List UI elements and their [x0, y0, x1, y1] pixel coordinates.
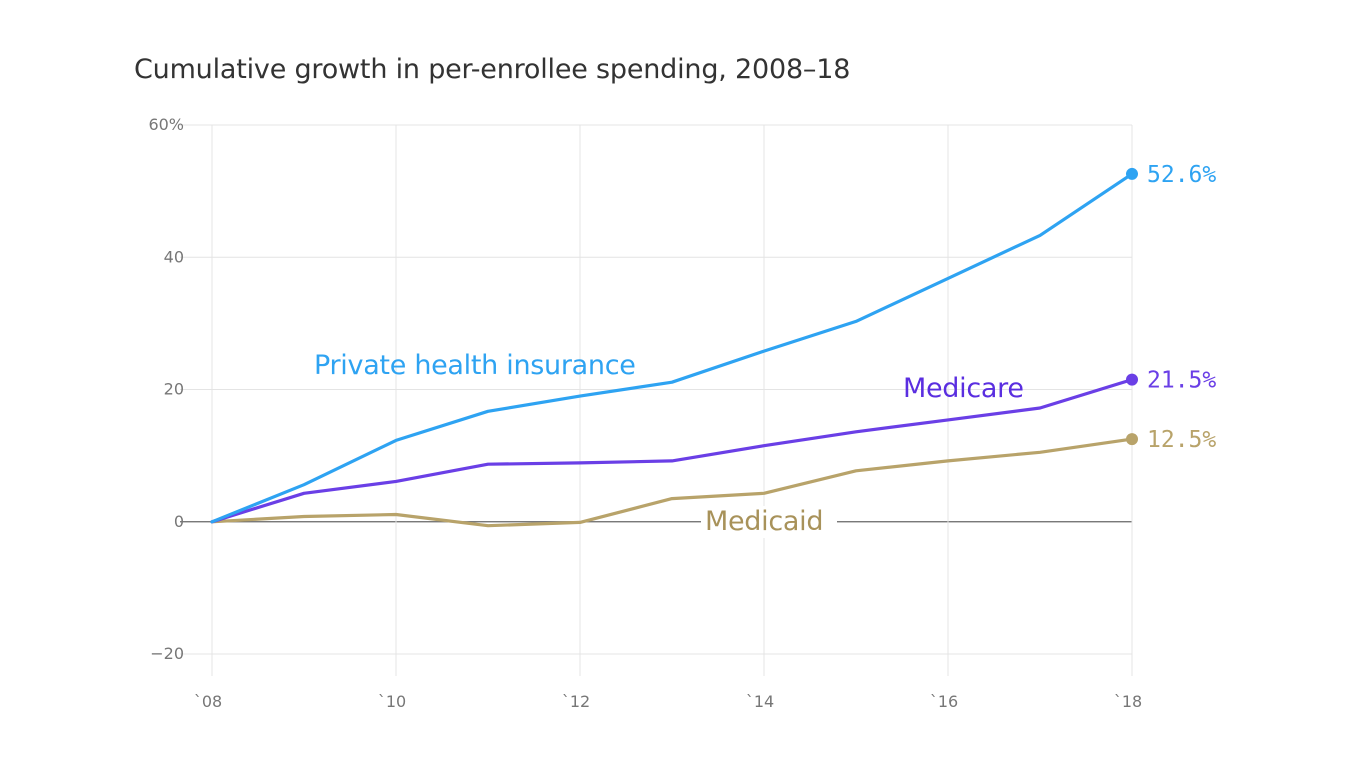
- x-tick-label: `16: [930, 692, 958, 711]
- series-line-private-health-insurance: [210, 172, 1134, 524]
- x-tick-label: `12: [562, 692, 590, 711]
- series-end-label: 52.6%: [1147, 162, 1216, 188]
- series-name-label: Medicaid: [705, 506, 823, 537]
- series-name-label: Medicare: [903, 373, 1024, 404]
- y-tick-label: 40: [164, 247, 184, 266]
- label-background: [701, 506, 837, 538]
- series-labels: 12.5% 21.5% 52.6% Private health insurance M…: [314, 162, 1216, 538]
- x-tick-label: `14: [746, 692, 774, 711]
- series-line-medicaid: [210, 437, 1134, 528]
- x-tick-label: `08: [194, 692, 222, 711]
- x-tick-label: `18: [1114, 692, 1142, 711]
- y-tick-label: 20: [164, 380, 184, 399]
- axis-ticks: −20 0 20 40 60% `08 `10 `12 `14 `16 `18: [148, 115, 1142, 711]
- series-name-label: Private health insurance: [314, 350, 636, 381]
- chart-title: Cumulative growth in per-enrollee spendi…: [134, 54, 851, 85]
- series-end-point: [1126, 373, 1138, 386]
- series-lines: [210, 167, 1138, 528]
- y-tick-label: −20: [150, 644, 184, 663]
- series-end-point: [1126, 433, 1138, 446]
- series-end-label: 21.5%: [1147, 368, 1216, 394]
- grid-lines: [180, 124, 1133, 676]
- series-end-point: [1126, 167, 1138, 180]
- series-line-medicare: [210, 378, 1134, 524]
- y-tick-label: 60%: [148, 115, 184, 134]
- y-tick-label: 0: [174, 512, 184, 531]
- series-end-label: 12.5%: [1147, 427, 1216, 453]
- x-tick-label: `10: [378, 692, 406, 711]
